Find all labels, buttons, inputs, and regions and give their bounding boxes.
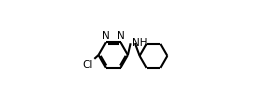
Text: N: N	[117, 31, 125, 41]
Text: Cl: Cl	[83, 60, 93, 70]
Text: N: N	[102, 31, 109, 41]
Text: NH: NH	[132, 38, 147, 48]
